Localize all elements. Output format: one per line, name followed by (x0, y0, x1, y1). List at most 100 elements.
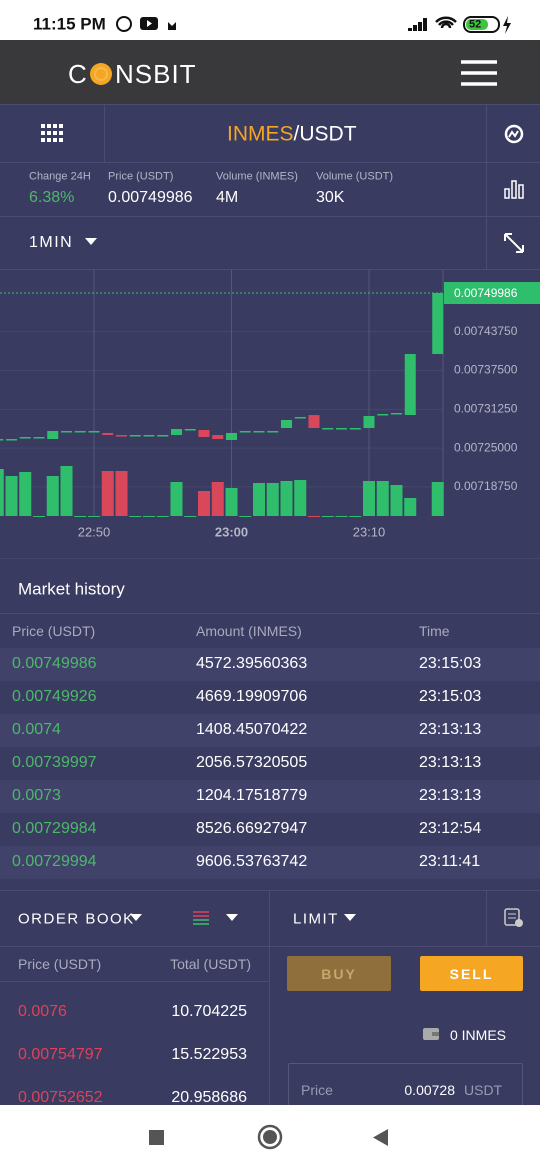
y-tick-label: 0.00737500 (454, 363, 518, 377)
candle-body (47, 430, 59, 439)
volume-bar (253, 483, 265, 516)
history-cell: 0.00749926 (12, 688, 97, 705)
candle-body (6, 438, 17, 441)
history-cell: 0.0073 (12, 787, 61, 804)
menu-button[interactable] (460, 59, 498, 87)
y-tick-label: 0.00731250 (454, 402, 518, 416)
sell-label: SELL (449, 966, 494, 982)
ask-price[interactable]: 0.00752652 (18, 1089, 103, 1106)
candlestick-chart: 0.00743750 0.00737500 0.00731250 0.00725000… (0, 270, 540, 558)
history-cell: 1204.17518779 (196, 787, 308, 804)
volume-bar (0, 469, 4, 516)
candle-body (184, 429, 196, 431)
fullscreen-button[interactable] (503, 232, 525, 254)
markets-button[interactable] (41, 124, 63, 142)
candle-body (157, 435, 169, 437)
candle-body (102, 432, 114, 436)
balance: 0 INMES (449, 1027, 506, 1043)
history-cell: 8526.66927947 (196, 820, 308, 837)
dropdown-arrow (344, 914, 356, 921)
volume-bar (390, 485, 403, 516)
candle-body (377, 413, 389, 416)
volume-bar (266, 483, 279, 516)
history-cell: 23:13:13 (419, 787, 482, 804)
ask-price[interactable]: 0.0076 (18, 1003, 67, 1020)
stat-value: 4M (216, 189, 239, 206)
book-view-button[interactable] (193, 911, 209, 925)
last-price-label: 0.00749986 (454, 286, 518, 300)
volume-bar (308, 516, 320, 517)
price-input-label: Price (301, 1082, 333, 1098)
order-book-title[interactable]: ORDER BOOK (18, 910, 135, 928)
candle-body (129, 435, 141, 437)
x-tick-label: 23:10 (353, 524, 386, 539)
history-cell: 23:15:03 (419, 688, 482, 705)
volume-bar (294, 480, 307, 516)
app-header (0, 40, 540, 104)
volume-bar (60, 466, 73, 516)
price-input-unit: USDT (464, 1082, 503, 1098)
column-header: Amount (INMES) (196, 623, 302, 639)
candle-body (363, 416, 375, 429)
nav-buttons[interactable] (140, 1120, 400, 1156)
candle-body (322, 428, 334, 430)
history-cell: 4669.19909706 (196, 688, 308, 705)
history-cell: 23:13:13 (419, 721, 482, 738)
candle-body (61, 430, 72, 433)
x-tick-label: 22:50 (78, 524, 111, 539)
volume-bar (363, 481, 375, 516)
volume-bar (321, 516, 334, 517)
candle-body (404, 354, 416, 416)
interval-selector[interactable]: 1MIN (29, 234, 74, 251)
volume-bar (349, 516, 362, 517)
history-cell: 2056.57320505 (196, 754, 308, 771)
volume-bar (239, 516, 252, 517)
ask-price[interactable]: 0.00754797 (18, 1046, 103, 1063)
candle-body (336, 428, 347, 430)
candle-body (0, 438, 4, 441)
candle-body (253, 430, 265, 433)
stat-label: Volume (INMES) (216, 170, 298, 183)
y-tick-label: 0.00718750 (454, 479, 518, 493)
logo-coin (90, 63, 112, 85)
row-band (0, 714, 540, 747)
column-header: Price (USDT) (18, 956, 102, 972)
candle-body (33, 437, 45, 439)
volume-bar (335, 516, 348, 517)
volume-bar (33, 516, 45, 517)
last-price-tag (444, 282, 540, 305)
coinmarketcap-button[interactable] (504, 124, 524, 144)
depth-button[interactable] (503, 179, 525, 199)
history-cell: 0.00729994 (12, 853, 97, 870)
volume-bar (170, 482, 183, 516)
pair-quote: /USDT (293, 122, 357, 146)
candle-body (226, 432, 237, 440)
sell-button[interactable] (420, 956, 523, 991)
buy-button[interactable] (287, 956, 391, 991)
trading-pair[interactable]: INMES/USDT (227, 124, 357, 145)
candle-body (143, 435, 155, 437)
status-bar (0, 0, 540, 40)
volume-bar (225, 488, 238, 516)
status-time: 11:15 PM (33, 14, 106, 34)
order-type[interactable]: LIMIT (293, 910, 339, 928)
logo-end: NSBIT (115, 59, 197, 89)
history-cell: 0.00749986 (12, 655, 97, 672)
candle-body (212, 435, 224, 439)
status-right-icons (408, 16, 511, 34)
volume-bar (404, 498, 417, 516)
candle-body (349, 428, 361, 430)
volume-bar (101, 471, 114, 516)
ask-total: 20.958686 (171, 1089, 247, 1106)
ask-total: 15.522953 (171, 1046, 247, 1063)
price-input-value: 0.00728 (404, 1082, 455, 1098)
history-cell: 0.00729984 (12, 820, 97, 837)
stat-label: Volume (USDT) (316, 170, 394, 183)
stat-label: Change 24H (29, 170, 91, 183)
axis-panel (443, 270, 540, 558)
candle-body (198, 429, 210, 438)
candle-body (239, 430, 251, 433)
section-title: Market history (18, 579, 125, 599)
volume-bar (46, 476, 59, 516)
orders-button[interactable] (504, 908, 524, 928)
